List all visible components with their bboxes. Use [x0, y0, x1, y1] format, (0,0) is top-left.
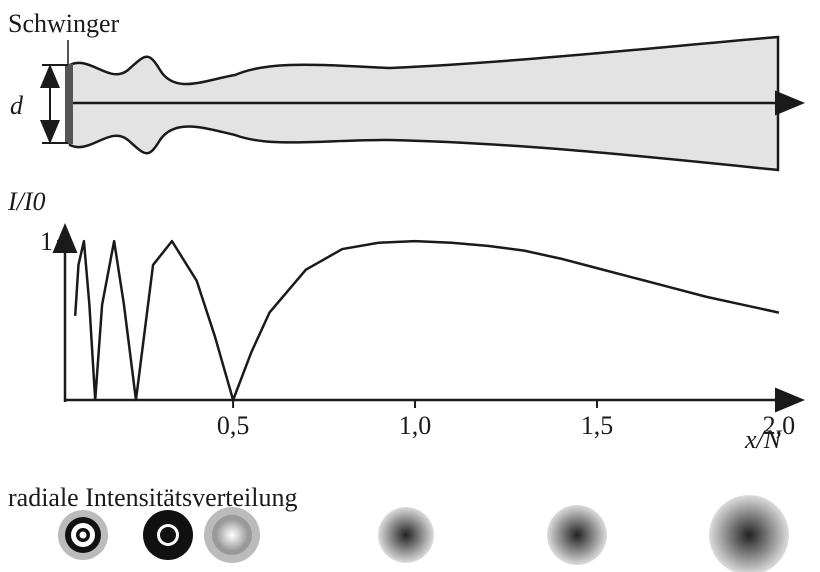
transducer [65, 64, 73, 144]
intensity-curve [73, 239, 780, 402]
radial-patterns [58, 495, 789, 572]
transducer-label: Schwinger [8, 9, 120, 38]
y-axis-label: I/I0 [7, 187, 46, 216]
y-tick-label: 1 [40, 227, 53, 256]
x-axis-label: x/N [744, 425, 783, 454]
x-tick-label: 0,5 [217, 411, 250, 440]
x-tick-label: 1,0 [399, 411, 432, 440]
diameter-label: d [10, 91, 24, 120]
x-tick-label: 1,5 [581, 411, 614, 440]
x-tick-label: 2,0 [763, 411, 796, 440]
footer-label: radiale Intensitätsverteilung [8, 483, 298, 512]
